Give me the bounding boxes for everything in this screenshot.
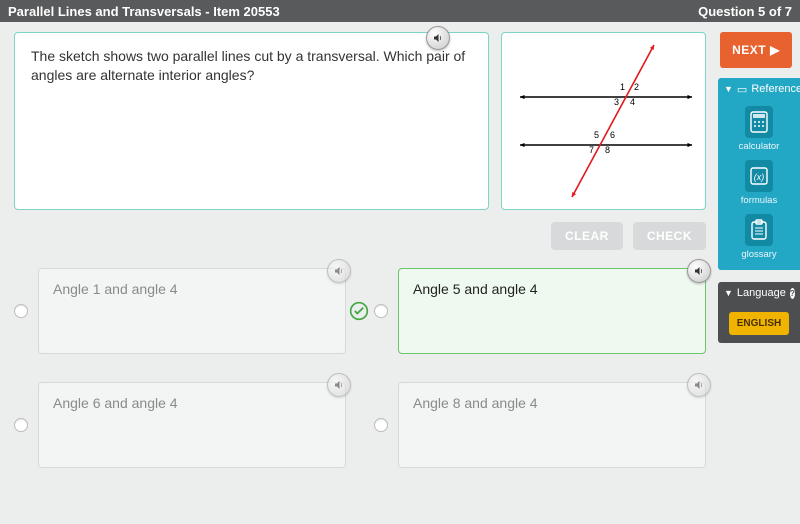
tool-label: glossary: [741, 249, 776, 260]
choice-radio[interactable]: [14, 418, 28, 432]
diagram-box: 12 3 4 5 6 7 8: [501, 32, 706, 210]
tool-label: formulas: [741, 195, 777, 206]
calculator-icon: [745, 106, 773, 138]
svg-text:6: 6: [610, 130, 615, 140]
speaker-icon: [432, 32, 444, 44]
right-rail: NEXT ▶ ▼ ▭ Reference calculator (x) formul…: [718, 22, 800, 524]
diagram-svg: 12 3 4 5 6 7 8: [502, 33, 707, 211]
book-icon: ▭: [737, 83, 747, 96]
svg-text:4: 4: [630, 97, 635, 107]
choice-label: Angle 6 and angle 4: [53, 395, 178, 411]
tool-calculator[interactable]: calculator: [739, 106, 780, 152]
main-area: The sketch shows two parallel lines cut …: [0, 22, 718, 524]
tool-formulas[interactable]: (x) formulas: [741, 160, 777, 206]
svg-text:7: 7: [589, 145, 594, 155]
next-label: NEXT: [732, 43, 766, 57]
svg-text:(x): (x): [754, 172, 765, 182]
action-row: CLEAR CHECK: [14, 222, 706, 250]
choice-audio-button[interactable]: [687, 259, 711, 283]
choice-3[interactable]: Angle 8 and angle 4: [374, 382, 706, 468]
formulas-icon: (x): [745, 160, 773, 192]
choices-grid: Angle 1 and angle 4 Angle 5 and angle 4 An…: [14, 268, 706, 468]
choice-label: Angle 8 and angle 4: [413, 395, 538, 411]
help-icon: ?: [790, 288, 795, 299]
language-panel: ▼ Language ? ENGLISH: [718, 282, 800, 343]
next-button[interactable]: NEXT ▶: [720, 32, 792, 68]
next-arrow-icon: ▶: [770, 43, 780, 57]
collapse-icon: ▼: [724, 288, 733, 298]
question-progress: Question 5 of 7: [698, 4, 792, 19]
reference-panel: ▼ ▭ Reference calculator (x) formulas gloss…: [718, 78, 800, 270]
speaker-icon: [333, 265, 345, 277]
svg-text:1: 1: [620, 82, 625, 92]
svg-text:3: 3: [614, 97, 619, 107]
language-header[interactable]: ▼ Language ?: [718, 282, 800, 304]
question-text: The sketch shows two parallel lines cut …: [31, 48, 465, 83]
choice-box[interactable]: Angle 1 and angle 4: [38, 268, 346, 354]
choice-0[interactable]: Angle 1 and angle 4: [14, 268, 346, 354]
reference-title: Reference: [751, 83, 800, 95]
choice-label: Angle 5 and angle 4: [413, 281, 538, 297]
choice-1[interactable]: Angle 5 and angle 4: [374, 268, 706, 354]
page-title: Parallel Lines and Transversals - Item 2…: [8, 4, 280, 19]
tool-label: calculator: [739, 141, 780, 152]
choice-audio-button[interactable]: [327, 259, 351, 283]
svg-text:8: 8: [605, 145, 610, 155]
question-box: The sketch shows two parallel lines cut …: [14, 32, 489, 210]
choice-audio-button[interactable]: [687, 373, 711, 397]
choice-radio[interactable]: [374, 304, 388, 318]
choice-box[interactable]: Angle 8 and angle 4: [398, 382, 706, 468]
choice-radio[interactable]: [14, 304, 28, 318]
svg-text:2: 2: [634, 82, 639, 92]
speaker-icon: [693, 379, 705, 391]
reference-header[interactable]: ▼ ▭ Reference: [718, 78, 800, 100]
choice-box[interactable]: Angle 6 and angle 4: [38, 382, 346, 468]
choice-box[interactable]: Angle 5 and angle 4: [398, 268, 706, 354]
question-audio-button[interactable]: [426, 26, 450, 50]
reference-body: calculator (x) formulas glossary: [718, 100, 800, 270]
english-button[interactable]: ENGLISH: [729, 312, 789, 335]
collapse-icon: ▼: [724, 84, 733, 94]
choice-radio[interactable]: [374, 418, 388, 432]
language-title: Language: [737, 287, 786, 299]
question-row: The sketch shows two parallel lines cut …: [14, 32, 706, 210]
checkmark-icon: [349, 301, 369, 321]
svg-text:5: 5: [594, 130, 599, 140]
header-bar: Parallel Lines and Transversals - Item 2…: [0, 0, 800, 22]
glossary-icon: [745, 214, 773, 246]
tool-glossary[interactable]: glossary: [741, 214, 776, 260]
check-button[interactable]: CHECK: [633, 222, 706, 250]
choice-audio-button[interactable]: [327, 373, 351, 397]
choice-2[interactable]: Angle 6 and angle 4: [14, 382, 346, 468]
choice-label: Angle 1 and angle 4: [53, 281, 178, 297]
clear-button[interactable]: CLEAR: [551, 222, 623, 250]
speaker-icon: [693, 265, 705, 277]
speaker-icon: [333, 379, 345, 391]
language-body: ENGLISH: [718, 304, 800, 343]
